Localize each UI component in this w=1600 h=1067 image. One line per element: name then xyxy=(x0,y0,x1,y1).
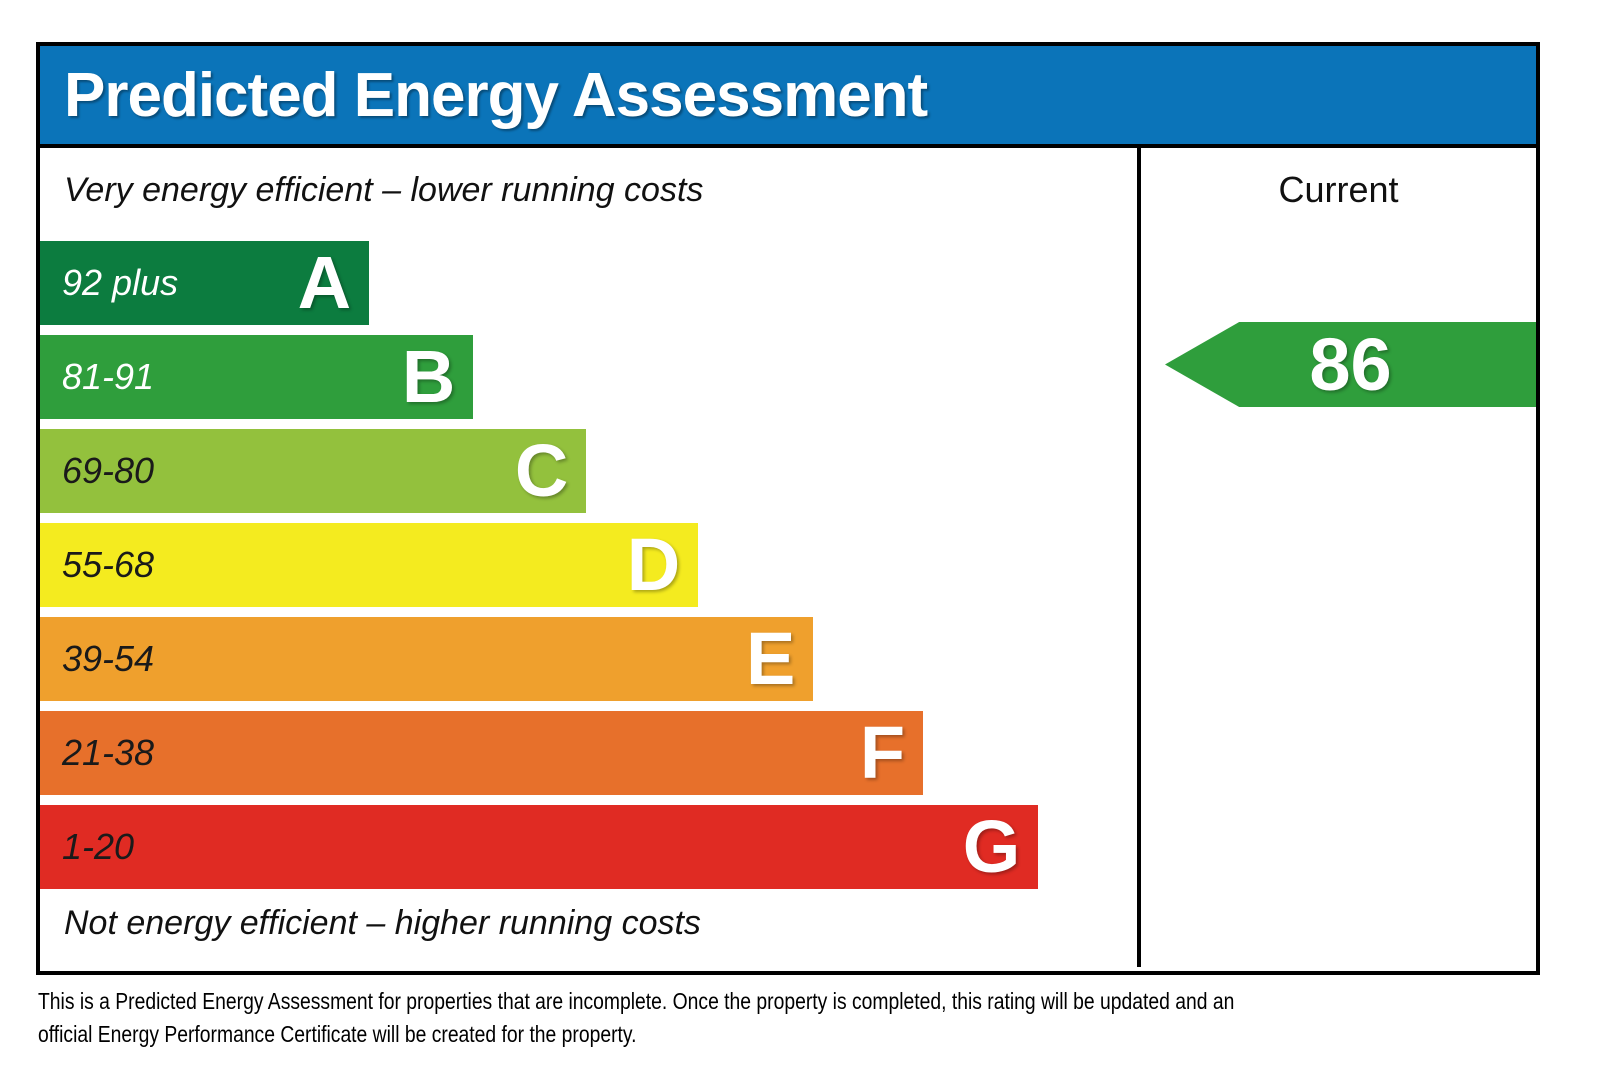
band-range-label: 69-80 xyxy=(62,450,155,491)
energy-assessment-panel: Predicted Energy Assessment Very energy … xyxy=(36,42,1540,975)
footer-line-2: official Energy Performance Certificate … xyxy=(38,1021,637,1047)
band-g: 1-20 G xyxy=(40,805,1039,889)
band-c: 69-80 C xyxy=(40,429,587,513)
band-range-label: 55-68 xyxy=(62,544,155,585)
band-a: 92 plus A xyxy=(40,241,370,325)
band-grade-letter: E xyxy=(746,617,796,700)
footer-line-1: This is a Predicted Energy Assessment fo… xyxy=(38,988,1235,1014)
band-range-label: 1-20 xyxy=(62,826,135,867)
band-grade-letter: A xyxy=(297,241,352,324)
band-grade-letter: F xyxy=(859,711,906,794)
band-f: 21-38 F xyxy=(40,711,924,795)
rating-bars: 92 plus A 81-91 B 69-80 C 55-68 D 39-54 xyxy=(40,241,1137,889)
top-caption: Very energy efficient – lower running co… xyxy=(64,171,704,209)
bottom-caption: Not energy efficient – higher running co… xyxy=(64,904,701,942)
band-grade-letter: G xyxy=(962,805,1021,888)
footer-note: This is a Predicted Energy Assessment fo… xyxy=(38,985,1234,1051)
current-rating-arrow: 86 xyxy=(1165,322,1536,407)
header-bar: Predicted Energy Assessment xyxy=(40,46,1536,148)
band-e: 39-54 E xyxy=(40,617,814,701)
band-range-label: 92 plus xyxy=(62,262,179,303)
band-b: 81-91 B xyxy=(40,335,474,419)
band-d: 55-68 D xyxy=(40,523,699,607)
page-title: Predicted Energy Assessment xyxy=(64,60,928,130)
current-rating-value: 86 xyxy=(1309,323,1392,406)
band-grade-letter: B xyxy=(401,335,456,418)
band-grade-letter: C xyxy=(514,429,569,512)
band-range-label: 39-54 xyxy=(62,638,155,679)
rating-chart-body: Very energy efficient – lower running co… xyxy=(40,148,1536,967)
band-range-label: 21-38 xyxy=(62,732,155,773)
band-grade-letter: D xyxy=(626,523,681,606)
current-rating-column: Current 86 xyxy=(1137,148,1536,967)
rating-scale-panel: Very energy efficient – lower running co… xyxy=(40,148,1137,967)
current-column-label: Current xyxy=(1278,169,1399,210)
band-range-label: 81-91 xyxy=(62,356,155,397)
